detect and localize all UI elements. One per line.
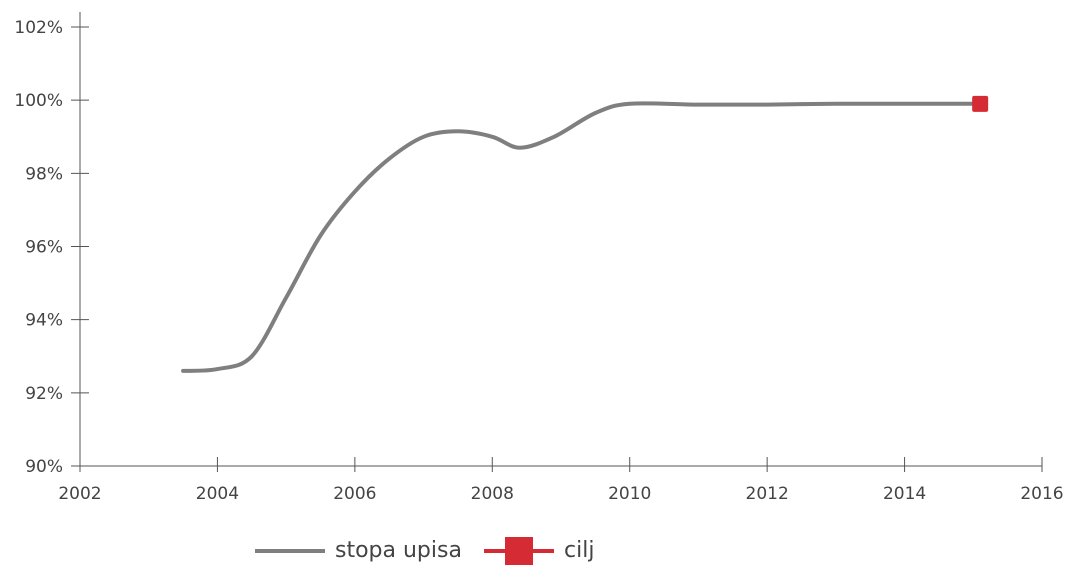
y-tick-label-90: 90% bbox=[25, 457, 63, 477]
x-axis: 2002 2004 2006 2008 2010 2012 2014 2016 bbox=[58, 457, 1064, 504]
legend-item-stopa-upisa: stopa upisa bbox=[255, 535, 462, 565]
x-tick-label-2006: 2006 bbox=[333, 484, 376, 504]
series-line-stopa-upisa bbox=[181, 101, 976, 373]
y-tick-label-96: 96% bbox=[25, 238, 63, 258]
x-tick-label-2010: 2010 bbox=[608, 484, 651, 504]
legend-item-cilj: cilj bbox=[484, 535, 594, 565]
y-tick-label-98: 98% bbox=[25, 164, 63, 184]
x-tick-label-2014: 2014 bbox=[883, 484, 926, 504]
x-tick-label-2008: 2008 bbox=[471, 484, 514, 504]
series-layer bbox=[181, 95, 989, 373]
line-chart: 90% 92% 94% 96% 98% 100% 102% 2002 2004 2006 2008… bbox=[14, 12, 1064, 504]
x-tick-label-2004: 2004 bbox=[196, 484, 239, 504]
legend-label-stopa-upisa: stopa upisa bbox=[335, 537, 462, 563]
y-tick-label-94: 94% bbox=[25, 311, 63, 331]
y-axis: 90% 92% 94% 96% 98% 100% 102% bbox=[14, 12, 89, 477]
x-tick-label-2012: 2012 bbox=[746, 484, 789, 504]
legend: stopa upisa cilj bbox=[0, 535, 1067, 565]
x-tick-label-2002: 2002 bbox=[58, 484, 101, 504]
x-tick-label-2016: 2016 bbox=[1020, 484, 1063, 504]
y-tick-label-100: 100% bbox=[14, 91, 63, 111]
y-tick-label-92: 92% bbox=[25, 384, 63, 404]
point-cilj-0 bbox=[972, 95, 989, 112]
legend-swatch-stopa-upisa bbox=[255, 549, 325, 553]
legend-label-cilj: cilj bbox=[564, 537, 595, 563]
legend-swatch-cilj bbox=[484, 537, 554, 565]
y-tick-label-102: 102% bbox=[14, 18, 63, 38]
